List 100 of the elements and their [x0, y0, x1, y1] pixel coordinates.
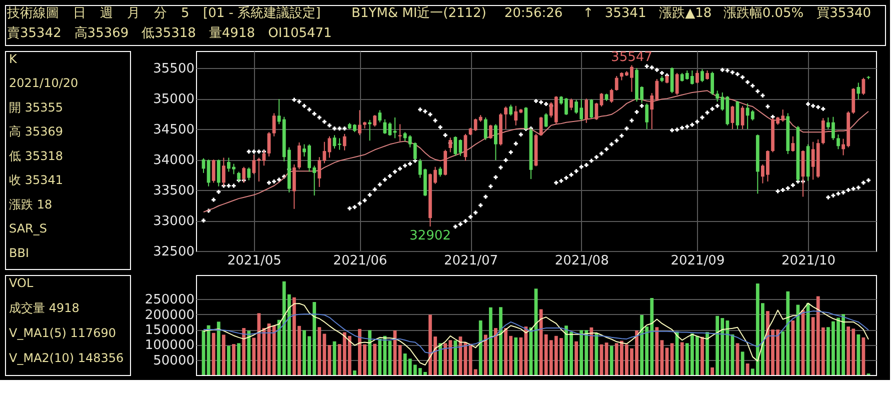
text: 技術線圖 [6, 6, 59, 21]
bar [458, 336, 462, 375]
bar [454, 340, 458, 375]
text: 量4918 [208, 26, 255, 41]
candlestick [216, 159, 220, 187]
bar [680, 342, 684, 375]
bar [675, 331, 679, 375]
candlestick [852, 88, 856, 114]
candlestick [590, 98, 594, 119]
line-series [203, 302, 869, 366]
bar [856, 334, 860, 375]
text: OI105471 [268, 26, 332, 41]
bar [700, 336, 704, 375]
x-tick-label: 2021/05 [227, 254, 282, 268]
text: 月 [127, 6, 140, 21]
bar [352, 370, 356, 375]
bar [610, 346, 614, 375]
line-series [203, 310, 869, 354]
text: 收 35341 [9, 173, 63, 188]
x-tick-label: 2021/08 [554, 254, 609, 268]
candlestick [710, 71, 714, 96]
bar [494, 328, 498, 375]
text: 20:56:26 [504, 6, 563, 21]
bar [499, 307, 502, 375]
text: [01 - 系統建議設定] [203, 6, 321, 21]
bar [237, 343, 240, 375]
candlestick [298, 142, 301, 170]
bar [791, 320, 795, 375]
candlestick [378, 110, 382, 123]
candlestick [342, 133, 346, 151]
annotation: 32902 [410, 228, 451, 244]
y-tick-label: 100000 [144, 338, 194, 354]
annotation: 35547 [611, 50, 652, 66]
bar [484, 334, 488, 375]
text: B1YM& MI近一(2112) [351, 6, 486, 21]
candlestick [247, 166, 251, 181]
candlestick [504, 106, 508, 130]
candlestick [358, 110, 362, 136]
text: 漲跌▲18 [659, 6, 712, 21]
y-tick-label: 33500 [153, 184, 194, 199]
bar [222, 334, 226, 375]
bar [710, 367, 714, 375]
candlestick [438, 166, 442, 178]
text: SAR_S [9, 222, 48, 236]
text: BBI [9, 246, 30, 260]
candlestick [222, 157, 226, 186]
y-tick-label: 35000 [153, 92, 194, 108]
y-tick-label: 34000 [153, 153, 194, 168]
bar [706, 332, 709, 375]
text: 低35318 [142, 26, 196, 41]
text: 分 [154, 6, 167, 21]
text: 漲跌 18 [9, 197, 52, 212]
candlestick [206, 159, 210, 187]
text: 買35340 [816, 6, 871, 21]
text: K [9, 52, 18, 66]
candlestick [696, 70, 699, 84]
text: 35341 [604, 6, 646, 21]
x-tick-label: 2021/06 [333, 254, 388, 268]
bar [368, 330, 372, 375]
bar [212, 332, 216, 375]
candlestick [509, 104, 513, 116]
candlestick [444, 149, 448, 176]
bar [232, 344, 236, 375]
bar [574, 341, 578, 375]
bar [862, 337, 866, 375]
bar [474, 369, 478, 375]
bar [438, 343, 442, 375]
text: 週 [100, 6, 113, 21]
bar [478, 320, 482, 375]
text: 2021/10/20 [9, 76, 78, 90]
candlestick [212, 159, 216, 184]
y-tick-label: 200000 [144, 308, 194, 323]
bar [393, 330, 397, 375]
text: 成交量 4918 [9, 301, 80, 315]
y-tick-label: 150000 [144, 323, 194, 338]
candlestick [484, 116, 488, 141]
candlestick [862, 77, 866, 96]
text: VOL [9, 276, 34, 290]
candlestick [373, 114, 376, 128]
candlestick [338, 138, 342, 150]
candlestick [610, 88, 614, 104]
candlestick [791, 136, 795, 152]
candlestick [614, 76, 618, 92]
bar [227, 346, 230, 375]
candlestick [272, 112, 276, 137]
y-tick-label: 250000 [144, 292, 194, 308]
bar [247, 330, 251, 375]
candlestick [675, 72, 679, 96]
candlestick [488, 124, 492, 140]
bar [216, 322, 220, 375]
text: 5 [181, 6, 190, 21]
text: 低 35318 [9, 148, 63, 163]
text: V_MA2(10) 148356 [9, 351, 124, 365]
y-tick-label: 34500 [153, 122, 194, 138]
candlestick [292, 164, 296, 210]
candlestick [856, 82, 860, 100]
candlestick [740, 105, 744, 130]
text: 開 35355 [9, 100, 63, 114]
candlestick [544, 112, 548, 128]
text: 高35369 [74, 25, 129, 41]
